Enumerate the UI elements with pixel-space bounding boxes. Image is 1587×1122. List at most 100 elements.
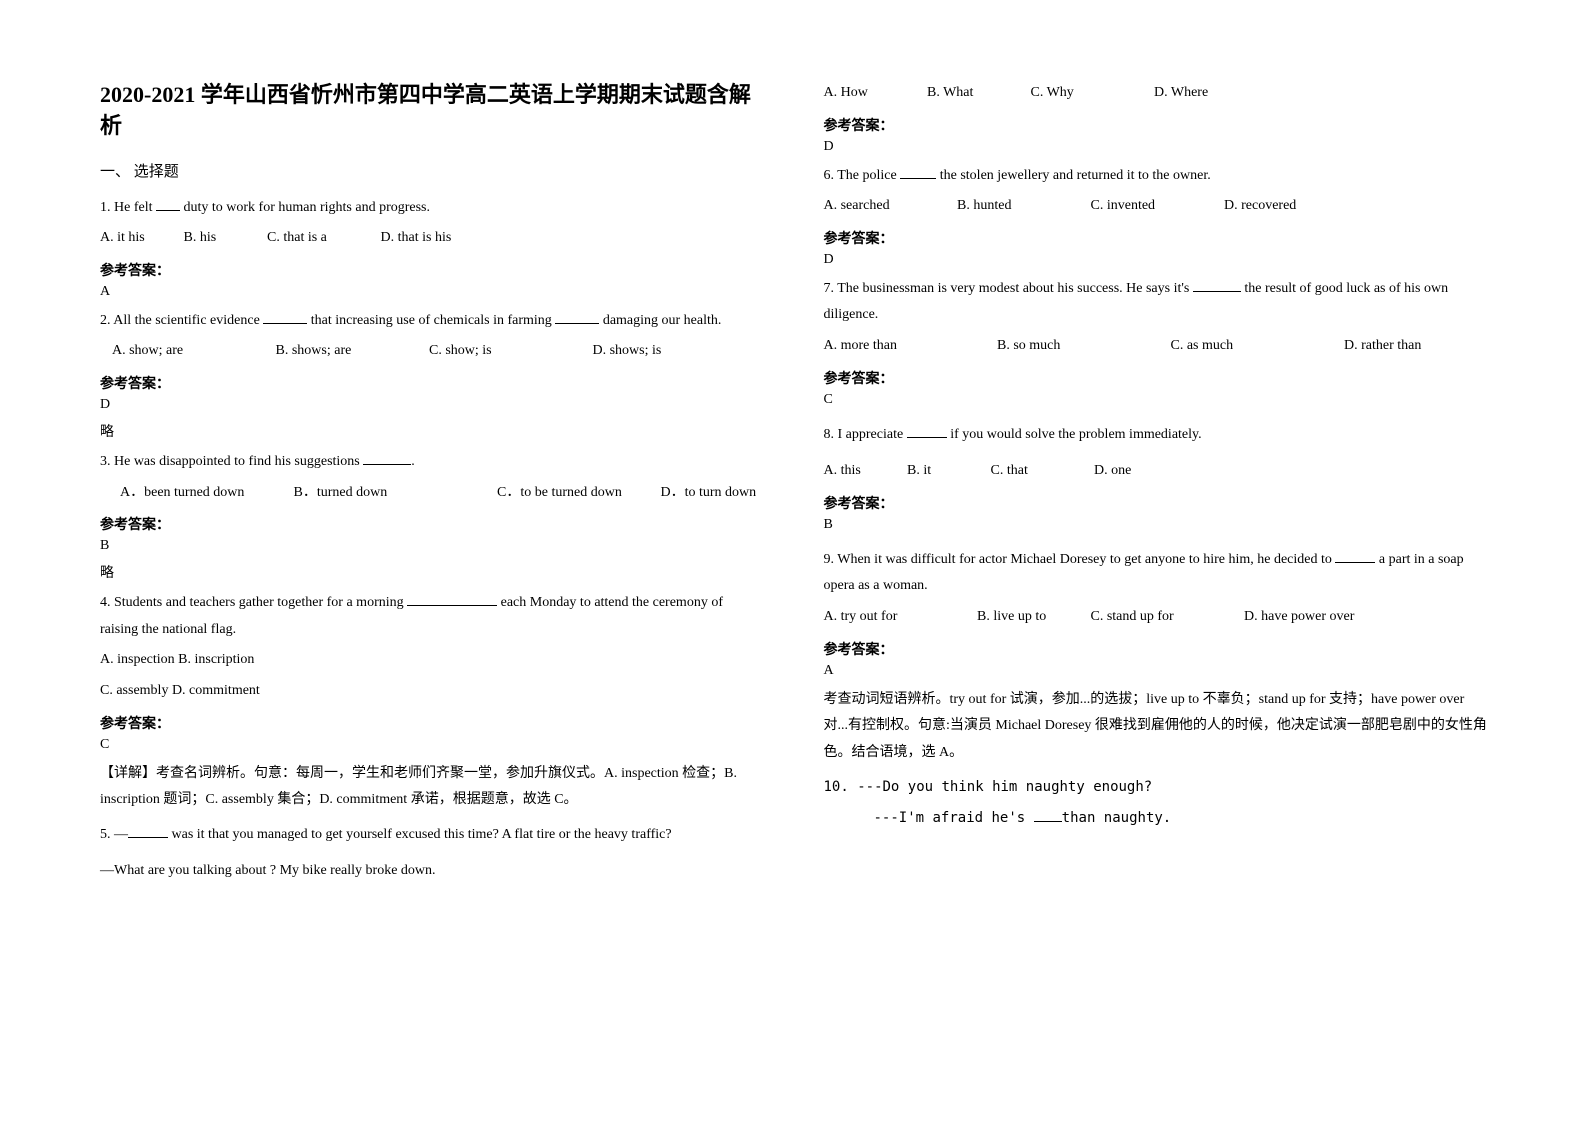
- q3-D: D．to turn down: [661, 480, 757, 507]
- q2-c: damaging our health.: [599, 313, 721, 328]
- q9-text: 9. When it was difficult for actor Micha…: [824, 547, 1488, 600]
- q7-C: C. as much: [1171, 333, 1341, 360]
- q6-opts: A. searched B. hunted C. invented D. rec…: [824, 193, 1488, 220]
- q2-ans: D: [100, 397, 764, 413]
- q7-D: D. rather than: [1344, 333, 1421, 360]
- q4-AB: A. inspection B. inscription: [100, 647, 764, 674]
- q7-ans: C: [824, 392, 1488, 408]
- q5-b: was it that you managed to get yourself …: [168, 827, 672, 842]
- q10-line2: ---I'm afraid he's than naughty.: [874, 805, 1488, 832]
- q6-ans: D: [824, 252, 1488, 268]
- q2-a: 2. All the scientific evidence: [100, 313, 263, 328]
- q7-opts: A. more than B. so much C. as much D. ra…: [824, 333, 1488, 360]
- q8-b: if you would solve the problem immediate…: [947, 427, 1202, 442]
- q2-D: D. shows; is: [593, 338, 662, 365]
- q1-ans-label: 参考答案：: [100, 260, 764, 280]
- q5-A: A. How: [824, 80, 924, 107]
- q3-ans-label: 参考答案：: [100, 514, 764, 534]
- q4-ans: C: [100, 737, 764, 753]
- q1-B: B. his: [184, 225, 264, 252]
- q1-opts: A. it his B. his C. that is a D. that is…: [100, 225, 764, 252]
- q4-CD: C. assembly D. commitment: [100, 678, 764, 705]
- q5-ans: D: [824, 139, 1488, 155]
- q1-D: D. that is his: [381, 225, 452, 252]
- doc-title: 2020-2021 学年山西省忻州市第四中学高二英语上学期期末试题含解析: [100, 80, 764, 142]
- q2-ans-label: 参考答案：: [100, 373, 764, 393]
- q8-ans: B: [824, 517, 1488, 533]
- q3-ans: B: [100, 538, 764, 554]
- q9-B: B. live up to: [977, 604, 1087, 631]
- q3-C: C．to be turned down: [497, 480, 657, 507]
- q6-ans-label: 参考答案：: [824, 228, 1488, 248]
- q4-ans-label: 参考答案：: [100, 713, 764, 733]
- section-heading: 一、 选择题: [100, 160, 764, 181]
- q6-blank: [900, 178, 936, 179]
- q3-brief: 略: [100, 562, 764, 582]
- q2-b: that increasing use of chemicals in farm…: [307, 313, 555, 328]
- q2-A: A. show; are: [112, 338, 272, 365]
- q2-text: 2. All the scientific evidence that incr…: [100, 308, 764, 335]
- q7-A: A. more than: [824, 333, 994, 360]
- q3-B: B．turned down: [294, 480, 494, 507]
- q5-ans-label: 参考答案：: [824, 115, 1488, 135]
- q1-blank: [156, 210, 180, 211]
- q9-expl: 考查动词短语辨析。try out for 试演，参加...的选拔；live up…: [824, 687, 1488, 767]
- q8-ans-label: 参考答案：: [824, 493, 1488, 513]
- q10-2b: than naughty.: [1062, 810, 1172, 826]
- q3-blank: [363, 464, 411, 465]
- q7-a: 7. The businessman is very modest about …: [824, 281, 1193, 296]
- q3-opts: A．been turned down B．turned down C．to be…: [100, 480, 764, 507]
- q8-opts: A. this B. it C. that D. one: [824, 458, 1488, 485]
- q5-text: 5. — was it that you managed to get your…: [100, 822, 764, 849]
- q4-blank: [407, 605, 497, 606]
- q8-C: C. that: [991, 458, 1091, 485]
- q6-B: B. hunted: [957, 193, 1087, 220]
- q8-D: D. one: [1094, 458, 1131, 485]
- q5-line2: —What are you talking about ? My bike re…: [100, 858, 764, 885]
- q6-C: C. invented: [1091, 193, 1221, 220]
- q9-D: D. have power over: [1244, 604, 1354, 631]
- q5-blank: [128, 837, 168, 838]
- q2-C: C. show; is: [429, 338, 589, 365]
- q10-2a: ---I'm afraid he's: [874, 810, 1034, 826]
- q4-expl: 【详解】考查名词辨析。句意：每周一，学生和老师们齐聚一堂，参加升旗仪式。A. i…: [100, 761, 764, 814]
- q1-A: A. it his: [100, 225, 180, 252]
- q1-b: duty to work for human rights and progre…: [180, 200, 430, 215]
- q1-text: 1. He felt duty to work for human rights…: [100, 195, 764, 222]
- q2-brief: 略: [100, 421, 764, 441]
- q9-opts: A. try out for B. live up to C. stand up…: [824, 604, 1488, 631]
- q4-a: 4. Students and teachers gather together…: [100, 595, 407, 610]
- q7-blank: [1193, 291, 1241, 292]
- q5-B: B. What: [927, 80, 1027, 107]
- q3-text: 3. He was disappointed to find his sugge…: [100, 449, 764, 476]
- q9-blank: [1335, 562, 1375, 563]
- q5-D: D. Where: [1154, 80, 1208, 107]
- q8-text: 8. I appreciate if you would solve the p…: [824, 422, 1488, 449]
- q5-C: C. Why: [1031, 80, 1151, 107]
- q10-line1: 10. ---Do you think him naughty enough?: [824, 774, 1488, 801]
- q10-blank: [1034, 821, 1062, 822]
- q3-b: .: [411, 454, 415, 469]
- q4-text: 4. Students and teachers gather together…: [100, 590, 764, 643]
- q8-A: A. this: [824, 458, 904, 485]
- q8-a: 8. I appreciate: [824, 427, 907, 442]
- q6-D: D. recovered: [1224, 193, 1296, 220]
- q2-opts: A. show; are B. shows; are C. show; is D…: [100, 338, 764, 365]
- q2-B: B. shows; are: [276, 338, 426, 365]
- q3-A: A．been turned down: [120, 480, 290, 507]
- q2-blank1: [263, 323, 307, 324]
- q6-A: A. searched: [824, 193, 954, 220]
- q1-C: C. that is a: [267, 225, 377, 252]
- q7-ans-label: 参考答案：: [824, 368, 1488, 388]
- right-column: A. How B. What C. Why D. Where 参考答案： D 6…: [824, 80, 1488, 1042]
- q1-ans: A: [100, 284, 764, 300]
- q9-a: 9. When it was difficult for actor Micha…: [824, 552, 1336, 567]
- q6-a: 6. The police: [824, 168, 901, 183]
- q5-opts: A. How B. What C. Why D. Where: [824, 80, 1488, 107]
- q7-text: 7. The businessman is very modest about …: [824, 276, 1488, 329]
- q9-ans: A: [824, 663, 1488, 679]
- q8-blank: [907, 437, 947, 438]
- q5-a: 5. —: [100, 827, 128, 842]
- q1-a: 1. He felt: [100, 200, 156, 215]
- q9-ans-label: 参考答案：: [824, 639, 1488, 659]
